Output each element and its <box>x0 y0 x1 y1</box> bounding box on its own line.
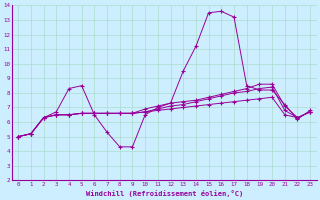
X-axis label: Windchill (Refroidissement éolien,°C): Windchill (Refroidissement éolien,°C) <box>85 190 243 197</box>
